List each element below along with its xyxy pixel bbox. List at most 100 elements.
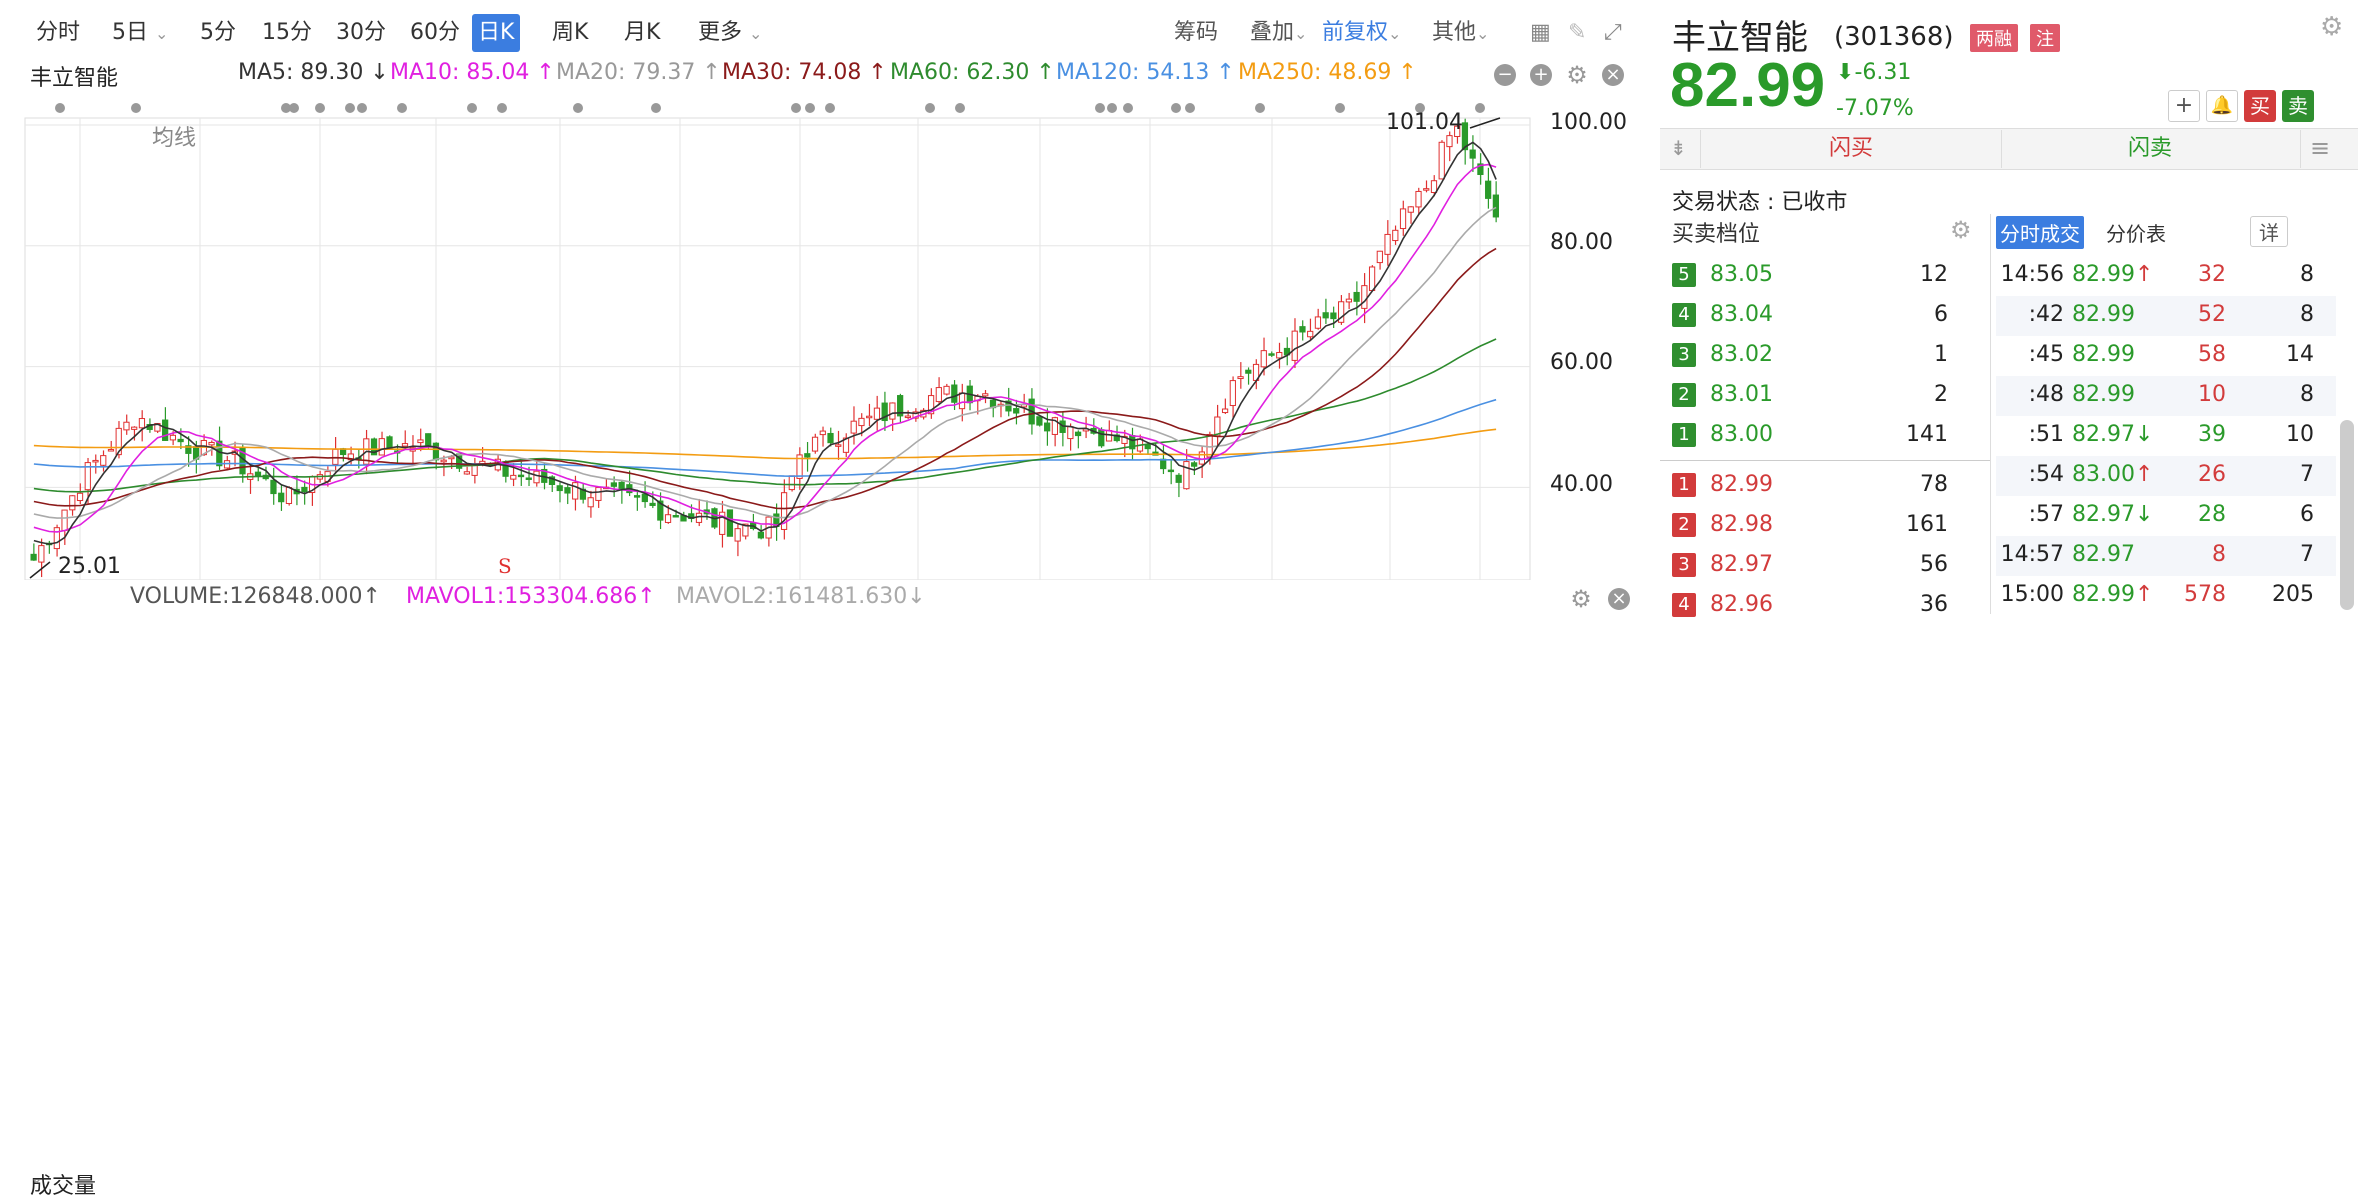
adjust-button[interactable]: 前复权⌄	[1322, 20, 1402, 45]
candle-body	[347, 453, 354, 461]
candle-body	[912, 411, 919, 419]
candle-body	[84, 462, 91, 491]
orderbook-price: 82.99	[1710, 472, 1773, 497]
detail-button[interactable]: 详	[2250, 216, 2288, 247]
arrow-down-icon: ⬇	[1836, 60, 1855, 85]
draw-pen-icon[interactable]: ✎	[1568, 20, 1587, 45]
trade-volume: 26	[2198, 462, 2226, 487]
ma120-line	[33, 398, 1497, 478]
grid-icon[interactable]: ▦	[1530, 20, 1551, 45]
orderbook-row[interactable]: 2 82.98 161	[1660, 506, 1990, 546]
others-button[interactable]: 其他⌄	[1432, 20, 1490, 45]
menu-icon[interactable]: ≡	[2310, 134, 2331, 162]
event-dot	[281, 103, 291, 113]
legend-stock-name: 丰立智能	[30, 66, 119, 91]
y-tick: 60.00	[1550, 350, 1613, 375]
tab-5min[interactable]: 5分	[200, 20, 236, 45]
gear-icon[interactable]: ⚙	[2320, 12, 2344, 42]
gear-icon[interactable]: ⚙	[1570, 585, 1592, 613]
trade-status: 交易状态 : 已收市	[1672, 190, 1848, 215]
event-dot	[791, 103, 801, 113]
buy-button[interactable]: 买	[2244, 90, 2276, 122]
candle-body	[525, 477, 532, 480]
tab-monthk[interactable]: 月K	[624, 20, 661, 45]
zoom-out-icon[interactable]: −	[1494, 64, 1516, 86]
zoom-in-icon[interactable]: +	[1530, 64, 1552, 86]
ma30-value: MA30: 74.08 ↑	[722, 60, 887, 85]
gear-icon[interactable]: ⚙	[1566, 61, 1588, 89]
sell-button[interactable]: 卖	[2282, 90, 2314, 122]
flash-sell-button[interactable]: 闪卖	[2000, 130, 2301, 168]
bell-icon[interactable]: 🔔	[2206, 90, 2238, 122]
candle-body	[633, 495, 641, 498]
tab-price-table[interactable]: 分价表	[2106, 222, 2166, 246]
trade-price: 82.99	[2072, 302, 2135, 327]
candle-body	[548, 476, 556, 486]
orderbook-qty: 161	[1906, 512, 1948, 537]
candle-body	[76, 492, 84, 502]
candle-body	[1368, 266, 1376, 292]
collapse-icon[interactable]: ⇟	[1670, 136, 1687, 160]
candle-body	[123, 421, 130, 431]
trade-count: 7	[2300, 542, 2314, 567]
ma250-value: MA250: 48.69 ↑	[1238, 60, 1417, 85]
scrollbar[interactable]	[2340, 420, 2354, 610]
event-dot	[1095, 103, 1105, 113]
orderbook-row[interactable]: 3 83.02 1	[1660, 336, 1990, 376]
tab-15min[interactable]: 15分	[262, 20, 312, 45]
orderbook-row[interactable]: 1 82.99 78	[1660, 466, 1990, 506]
ma60-line	[33, 338, 1497, 493]
tab-more[interactable]: 更多 ⌄	[698, 20, 763, 45]
kline-chart[interactable]	[0, 90, 1640, 580]
high-arrow	[1469, 117, 1501, 129]
quote-stock-code: (301368)	[1834, 22, 1954, 52]
orderbook-row[interactable]: 1 83.00 141	[1660, 416, 1990, 456]
event-markers	[55, 103, 1485, 113]
add-watch-button[interactable]: +	[2168, 90, 2200, 122]
candle-body	[61, 509, 68, 531]
tab-weekk[interactable]: 周K	[552, 20, 589, 45]
candle-body	[378, 438, 385, 456]
trade-volume: 10	[2198, 382, 2226, 407]
orderbook-row[interactable]: 4 82.96 36	[1660, 586, 1990, 626]
candle-body	[858, 417, 865, 427]
orderbook-row[interactable]: 3 82.97 56	[1660, 546, 1990, 586]
sell-signal-marker: S	[498, 554, 512, 578]
trades-panel: 分时成交 分价表 详 14:56 82.99↑ 32 8:42 82.99 52 8:45 8…	[1996, 214, 2358, 616]
candle-body	[185, 445, 192, 454]
candle-body	[595, 487, 602, 501]
close-icon[interactable]: ×	[1602, 64, 1624, 86]
candle-body	[982, 393, 989, 397]
candle-body	[1407, 206, 1414, 213]
ma120-value: MA120: 54.13 ↑	[1056, 60, 1235, 85]
trade-row: 14:56 82.99↑ 32 8	[1996, 256, 2336, 296]
candle-body	[1191, 462, 1198, 467]
tab-time-trades[interactable]: 分时成交	[1996, 216, 2084, 249]
candle-body	[1013, 408, 1020, 414]
chips-button[interactable]: 筹码	[1174, 20, 1219, 45]
candle-body	[734, 528, 741, 542]
candle-body	[417, 439, 424, 444]
tab-60min[interactable]: 60分	[410, 20, 460, 45]
high-label: 101.04	[1386, 110, 1463, 135]
close-icon[interactable]: ×	[1608, 588, 1630, 610]
candle-body	[285, 487, 293, 504]
flash-buy-button[interactable]: 闪买	[1700, 130, 2002, 168]
tab-fenshi[interactable]: 分时	[36, 20, 81, 45]
orderbook-row[interactable]: 5 83.05 12	[1660, 256, 1990, 296]
tab-30min[interactable]: 30分	[336, 20, 386, 45]
orderbook-row[interactable]: 2 83.01 2	[1660, 376, 1990, 416]
candle-body	[672, 515, 679, 518]
overlay-button[interactable]: 叠加⌄	[1250, 20, 1308, 45]
tab-5day[interactable]: 5日 ⌄	[112, 20, 169, 45]
trade-count: 10	[2286, 422, 2314, 447]
gear-icon[interactable]: ⚙	[1950, 216, 1972, 244]
orderbook-row[interactable]: 4 83.04 6	[1660, 296, 1990, 336]
candle-body	[1338, 301, 1345, 323]
orderbook-qty: 141	[1906, 422, 1948, 447]
fullscreen-icon[interactable]: ⤢	[1604, 20, 1622, 45]
orderbook-price: 83.02	[1710, 342, 1773, 367]
candle-body	[1492, 194, 1500, 218]
level-badge: 3	[1672, 343, 1696, 367]
tab-dayk[interactable]: 日K	[472, 14, 521, 52]
